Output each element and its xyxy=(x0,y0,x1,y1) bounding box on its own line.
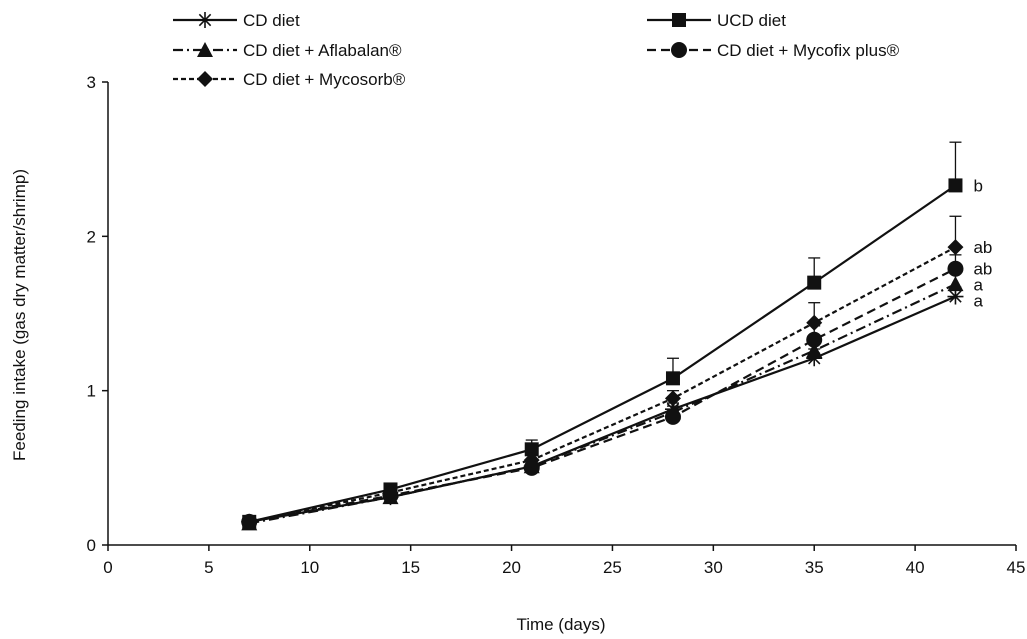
data-point xyxy=(524,442,539,457)
x-tick-label: 45 xyxy=(1007,558,1026,577)
significance-label: a xyxy=(973,276,983,295)
series-triangle xyxy=(241,272,964,531)
significance-label: ab xyxy=(973,260,992,279)
significance-label: b xyxy=(973,176,982,195)
legend-item: CD diet xyxy=(173,11,300,30)
data-point xyxy=(241,513,258,530)
series-diamond xyxy=(241,215,964,530)
legend-label: CD diet + Mycofix plus® xyxy=(717,41,900,60)
legend-item: CD diet + Mycosorb® xyxy=(173,70,406,89)
data-point xyxy=(947,260,964,277)
x-tick-label: 35 xyxy=(805,558,824,577)
data-point xyxy=(807,275,822,290)
series-asterisk xyxy=(241,286,964,530)
axes: 0 5 10 15 20 25 30 35 40 45 0 1 2 3 xyxy=(87,73,1026,577)
series-line xyxy=(249,295,956,523)
significance-label: ab xyxy=(973,238,992,257)
significance-label: a xyxy=(973,292,983,311)
x-axis-label: Time (days) xyxy=(516,615,605,634)
x-tick-label: 15 xyxy=(401,558,420,577)
data-point xyxy=(806,350,823,367)
y-tick-label: 0 xyxy=(87,536,96,555)
y-axis-label: Feeding intake (gas dry matter/shrimp) xyxy=(10,169,29,461)
series-line xyxy=(249,246,956,523)
x-tick-label: 5 xyxy=(204,558,213,577)
legend: CD diet UCD diet CD diet + Aflabalan® CD di… xyxy=(173,11,900,89)
series-line xyxy=(249,267,956,523)
data-point xyxy=(947,276,964,292)
data-point xyxy=(806,314,823,331)
data-point xyxy=(665,371,680,386)
data-point xyxy=(664,390,681,407)
data-point xyxy=(382,484,399,501)
series-square xyxy=(242,141,963,529)
legend-label: CD diet + Mycosorb® xyxy=(243,70,406,89)
x-tick-label: 0 xyxy=(103,558,112,577)
legend-marker xyxy=(672,13,686,27)
series-circle xyxy=(241,254,964,530)
data-point xyxy=(948,178,963,193)
legend-item: CD diet + Mycofix plus® xyxy=(647,41,900,60)
data-point xyxy=(947,288,964,305)
series-line xyxy=(248,184,957,523)
legend-item: UCD diet xyxy=(647,11,786,30)
x-tick-label: 10 xyxy=(300,558,319,577)
data-point xyxy=(806,342,823,358)
legend-label: CD diet + Aflabalan® xyxy=(243,41,402,60)
legend-label: CD diet xyxy=(243,11,300,30)
x-tick-label: 40 xyxy=(906,558,925,577)
data-point xyxy=(664,408,681,425)
data-point xyxy=(523,452,540,469)
x-tick-label: 30 xyxy=(704,558,723,577)
data-point xyxy=(806,331,823,348)
legend-marker xyxy=(197,71,213,87)
series-line xyxy=(249,283,956,525)
x-tick-label: 25 xyxy=(603,558,622,577)
legend-marker xyxy=(197,12,213,28)
legend-label: UCD diet xyxy=(717,11,786,30)
legend-marker xyxy=(671,42,687,58)
legend-item: CD diet + Aflabalan® xyxy=(173,41,402,60)
y-tick-label: 1 xyxy=(87,382,96,401)
legend-marker xyxy=(197,42,213,57)
y-tick-label: 3 xyxy=(87,73,96,92)
y-tick-label: 2 xyxy=(87,227,96,246)
data-point xyxy=(947,239,964,256)
x-tick-label: 20 xyxy=(502,558,521,577)
